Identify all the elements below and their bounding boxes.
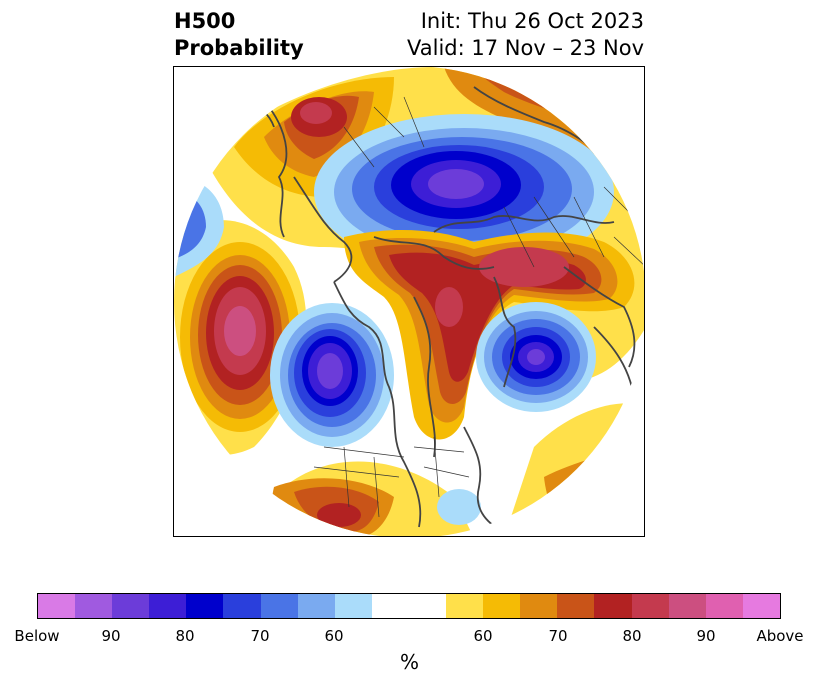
init-date: Init: Thu 26 Oct 2023 (420, 9, 644, 33)
colorbar-swatch (112, 594, 150, 618)
colorbar (37, 593, 781, 619)
colorbar-swatch (223, 594, 261, 618)
colorbar-tick-label: Below (14, 627, 60, 645)
map-variable-title: H500 (174, 9, 236, 33)
colorbar-tick-label: 60 (473, 627, 493, 645)
colorbar-swatch (557, 594, 595, 618)
colorbar-swatch (297, 594, 335, 618)
colorbar-tick-label: 70 (250, 627, 270, 645)
colorbar-unit-label: % (399, 650, 419, 674)
colorbar-swatch (334, 594, 372, 618)
colorbar-swatch (260, 594, 298, 618)
colorbar-swatch (186, 594, 224, 618)
valid-range: Valid: 17 Nov – 23 Nov (407, 36, 644, 60)
colorbar-swatch (520, 594, 558, 618)
colorbar-swatch (149, 594, 187, 618)
map-canvas (174, 67, 644, 536)
colorbar-tick-label: 60 (324, 627, 344, 645)
colorbar-swatch (668, 594, 706, 618)
colorbar-tick-label: 90 (101, 627, 121, 645)
colorbar-swatch (742, 594, 780, 618)
colorbar-tick-label: 80 (622, 627, 642, 645)
title-right: Init: Thu 26 Oct 2023 Valid: 17 Nov – 23… (407, 8, 644, 62)
map-product-title: Probability (174, 36, 304, 60)
colorbar-swatch (38, 594, 76, 618)
colorbar-tick-label: 70 (548, 627, 568, 645)
colorbar-swatch (594, 594, 632, 618)
title-left: H500 Probability (174, 8, 304, 62)
colorbar-swatch (371, 594, 447, 618)
probability-map (173, 66, 645, 537)
colorbar-swatch (631, 594, 669, 618)
colorbar-swatch (446, 594, 484, 618)
colorbar-swatch (705, 594, 743, 618)
colorbar-swatch (75, 594, 113, 618)
colorbar-tick-label: 80 (175, 627, 195, 645)
colorbar-tick-label: 90 (696, 627, 716, 645)
colorbar-tick-labels: Below 90 80 70 60 60 70 80 90 Above (0, 627, 819, 647)
colorbar-tick-label: Above (756, 627, 804, 645)
probability-shading (174, 67, 644, 536)
borders (313, 96, 644, 518)
colorbar-swatch (483, 594, 521, 618)
